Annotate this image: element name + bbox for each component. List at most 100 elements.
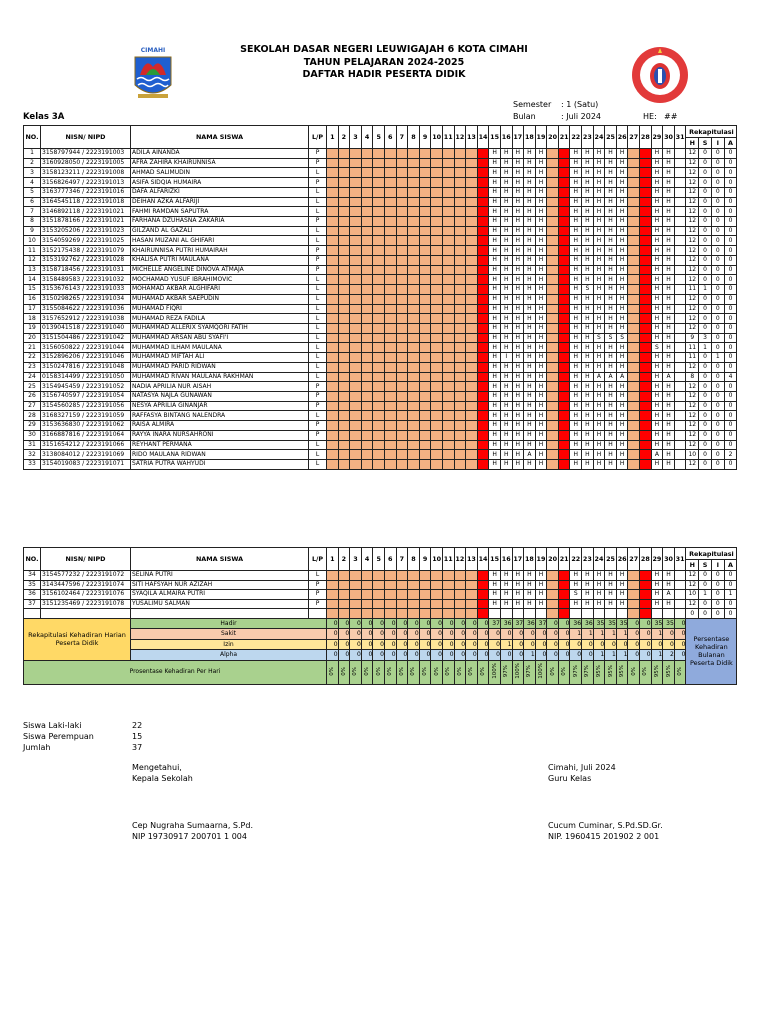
col-header-rekap: Rekapitulasi <box>685 547 738 560</box>
summary-value: 35 <box>650 617 664 630</box>
off-day-cell <box>430 390 443 402</box>
off-day-cell <box>465 157 478 169</box>
attendance-cell: H <box>581 254 594 266</box>
off-day-cell <box>465 439 478 451</box>
rekap-i: 0 <box>710 313 725 324</box>
student-no: 7 <box>23 206 41 218</box>
empty-day-cell <box>673 429 687 441</box>
student-name: MUHAMAD FIQRI <box>130 303 309 315</box>
off-day-cell <box>627 225 641 237</box>
off-day-cell <box>326 579 339 591</box>
attendance-cell: H <box>499 449 513 460</box>
rekap-h: 12 <box>685 293 700 305</box>
attendance-cell: H <box>592 420 606 431</box>
off-day-cell <box>407 245 420 256</box>
off-day-cell <box>407 167 420 179</box>
empty-day-cell <box>673 332 687 344</box>
col-header-day: 6 <box>383 547 397 571</box>
attendance-cell: H <box>650 225 664 237</box>
off-day-cell <box>372 274 385 286</box>
student-name: MUHAMMAD ALLERIX SYAMQORI FATIH <box>130 322 309 334</box>
summary-value: 0 <box>349 628 362 640</box>
student-row: 36 3156102464 / 2223191076 SYAQILA ALMAIRA… <box>23 589 738 600</box>
attendance-cell: H <box>592 410 606 422</box>
sunday-cell <box>639 284 652 295</box>
summary-value: 0 <box>430 649 443 661</box>
empty-day-cell <box>673 361 687 373</box>
attendance-cell: H <box>604 177 617 188</box>
empty-day-cell <box>673 579 687 591</box>
attendance-cell: H <box>523 196 536 208</box>
attendance-cell: H <box>534 459 548 470</box>
sunday-cell <box>557 254 571 266</box>
off-day-cell <box>383 449 397 460</box>
daily-percentage-cell: 0% <box>395 659 409 685</box>
attendance-cell: H <box>569 216 583 227</box>
attendance-cell: H <box>523 293 536 305</box>
attendance-cell: H <box>650 579 664 591</box>
rekap-s: 0 <box>698 148 712 159</box>
daily-percentage-value: 0% <box>352 666 359 676</box>
off-day-cell <box>395 608 409 619</box>
attendance-cell: H <box>523 381 536 392</box>
attendance-cell <box>650 608 664 619</box>
daily-percentage-cell: 95% <box>662 659 675 685</box>
attendance-cell: H <box>662 390 675 402</box>
empty-day-cell <box>673 381 687 392</box>
off-day-cell <box>395 186 409 198</box>
off-day-cell <box>465 381 478 392</box>
attendance-cell: H <box>604 186 617 198</box>
sunday-cell <box>476 598 490 610</box>
off-day-cell <box>465 449 478 460</box>
student-row: 6 3164545118 / 2223191018 DEIHAN AZKA ALFA… <box>23 196 738 208</box>
off-day-cell <box>430 225 443 237</box>
off-day-cell <box>360 167 374 179</box>
student-no <box>23 608 41 619</box>
attendance-cell: H <box>604 570 617 581</box>
attendance-cell: H <box>581 381 594 392</box>
off-day-cell <box>407 410 420 422</box>
off-day-cell <box>337 410 351 422</box>
off-day-cell <box>372 293 385 305</box>
off-day-cell <box>337 589 351 600</box>
sunday-cell <box>476 361 490 373</box>
sunday-cell <box>476 381 490 392</box>
off-day-cell <box>453 293 467 305</box>
empty-day-cell <box>673 254 687 266</box>
summary-label: Rekapitulasi Kehadiran Harian Peserta Di… <box>23 617 131 661</box>
col-header-day: 29 <box>650 125 664 149</box>
off-day-cell <box>627 157 641 169</box>
off-day-cell <box>383 148 397 159</box>
off-day-cell <box>546 420 559 431</box>
sunday-cell <box>557 274 571 286</box>
off-day-cell <box>546 342 559 354</box>
off-day-cell <box>383 598 397 610</box>
attendance-cell: H <box>488 390 501 402</box>
sunday-cell <box>557 148 571 159</box>
off-day-cell <box>453 429 467 441</box>
attendance-cell: H <box>615 264 629 276</box>
class-label: Kelas 3A <box>23 112 65 122</box>
attendance-cell: H <box>523 342 536 354</box>
off-day-cell <box>453 400 467 412</box>
off-day-cell <box>430 400 443 412</box>
off-day-cell <box>546 196 559 208</box>
sunday-cell <box>557 177 571 188</box>
rekap-i: 0 <box>710 293 725 305</box>
attendance-cell: H <box>581 196 594 208</box>
off-day-cell <box>546 439 559 451</box>
off-day-cell <box>372 303 385 315</box>
daily-percentage-cell: 0% <box>430 659 443 685</box>
off-day-cell <box>627 313 641 324</box>
summary-value: 0 <box>476 638 490 651</box>
attendance-cell: H <box>592 459 606 470</box>
sunday-cell <box>639 332 652 344</box>
attendance-cell: H <box>581 371 594 383</box>
empty-day-cell <box>673 342 687 354</box>
sunday-cell <box>639 167 652 179</box>
student-name: MUHAMMAD ARSAN ABU SYAFI'I <box>130 332 309 344</box>
off-day-cell <box>441 439 455 451</box>
student-nisn: 3150247816 / 2223191048 <box>40 361 131 373</box>
summary-value: 0 <box>349 649 362 661</box>
off-day-cell <box>418 342 432 354</box>
